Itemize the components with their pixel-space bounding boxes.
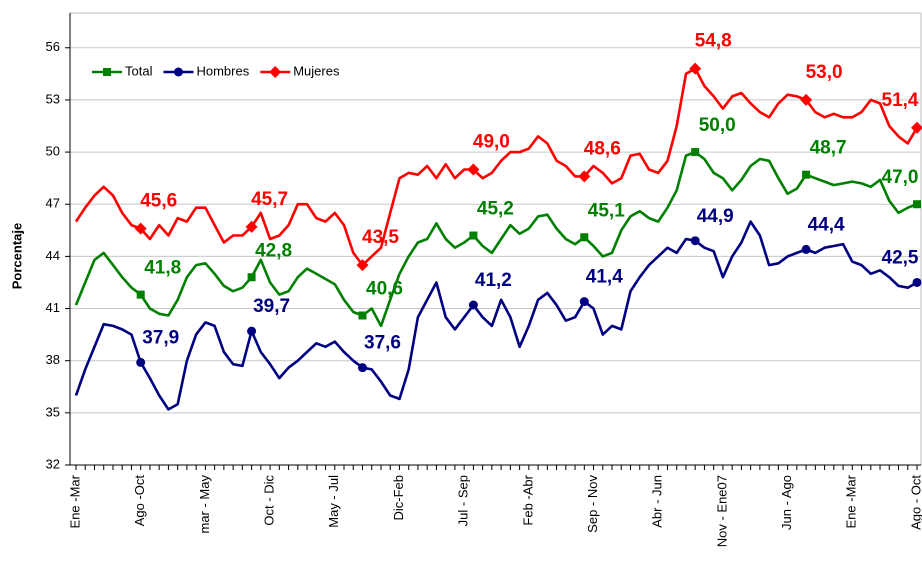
legend-item: Total: [92, 63, 153, 78]
series-line: [74, 67, 919, 267]
x-tick-label: Ago -Oct: [132, 475, 147, 527]
legend-label: Hombres: [196, 63, 249, 78]
marker: [269, 66, 282, 78]
data-label: 54,8: [695, 31, 732, 52]
marker: [173, 67, 183, 77]
data-label: 39,7: [253, 296, 290, 317]
y-tick-label: 56: [46, 39, 60, 54]
legend-label: Total: [125, 63, 153, 78]
marker: [136, 290, 145, 299]
data-label: 44,9: [697, 206, 734, 227]
x-tick-label: Jun - Ago: [779, 475, 794, 530]
marker: [136, 357, 146, 367]
data-label: 43,5: [362, 227, 399, 248]
marker: [801, 244, 811, 254]
marker: [802, 170, 811, 179]
marker: [467, 163, 480, 176]
marker: [247, 326, 257, 336]
data-label: 40,6: [366, 279, 403, 300]
data-label: 50,0: [699, 115, 736, 136]
legend-item: Hombres: [163, 63, 250, 78]
data-label: 37,9: [142, 327, 179, 348]
data-label: 41,2: [475, 270, 512, 291]
marker: [689, 62, 702, 75]
legend-label: Mujeres: [293, 63, 340, 78]
y-tick-label: 35: [46, 404, 60, 419]
y-axis-title: Porcentaje: [9, 223, 24, 289]
data-label: 49,0: [473, 131, 510, 152]
data-label: 44,4: [808, 214, 845, 235]
data-label: 42,5: [882, 247, 919, 268]
series-line: [74, 150, 918, 328]
series-line: [74, 220, 918, 411]
y-tick-label: 53: [46, 91, 60, 106]
marker: [580, 233, 589, 242]
x-tick-label: Oct - Dic: [262, 475, 277, 526]
marker: [357, 363, 367, 373]
data-label: 45,7: [251, 189, 288, 210]
x-tick-label: Ene -Mar: [67, 474, 82, 528]
y-tick-label: 47: [46, 196, 60, 211]
marker: [800, 93, 813, 106]
marker: [358, 311, 367, 320]
marker: [911, 121, 922, 134]
data-label: 45,1: [588, 200, 625, 221]
x-tick-label: Ago - Oct: [908, 475, 922, 530]
data-label: 37,6: [364, 333, 401, 354]
marker: [468, 300, 478, 310]
plot-area: [69, 12, 922, 466]
y-tick-label: 38: [46, 352, 60, 367]
marker: [579, 297, 589, 307]
y-tick-label: 50: [46, 144, 60, 159]
marker: [103, 68, 111, 76]
x-tick-label: mar - May: [197, 475, 212, 534]
data-label: 48,6: [584, 138, 621, 159]
x-tick-label: Sep - Nov: [585, 475, 600, 533]
y-tick-label: 32: [46, 456, 60, 471]
data-label: 45,6: [140, 191, 177, 212]
marker: [690, 236, 700, 246]
x-tick-label: Abr - Jun: [650, 475, 665, 528]
data-label: 51,4: [882, 90, 919, 111]
marker: [356, 259, 369, 272]
data-label: 41,8: [144, 258, 181, 279]
x-tick-label: Ene -Mar: [844, 474, 859, 528]
y-tick-label: 44: [46, 248, 60, 263]
x-tick-label: Nov - Ene07: [714, 475, 729, 547]
data-label: 47,0: [882, 167, 919, 188]
data-label: 42,8: [255, 240, 292, 261]
x-tick-label: Feb -Abr: [520, 474, 535, 525]
data-label: 41,4: [586, 267, 623, 288]
marker: [912, 277, 922, 287]
data-label: 45,2: [477, 199, 514, 220]
x-tick-label: Jul - Sep: [456, 475, 471, 526]
marker: [913, 200, 921, 209]
data-label: 53,0: [806, 62, 843, 83]
marker: [691, 148, 700, 157]
marker: [245, 220, 258, 233]
y-tick-label: 41: [46, 300, 60, 315]
marker: [469, 231, 478, 240]
marker: [134, 222, 147, 235]
x-tick-label: Dic-Feb: [391, 475, 406, 521]
marker: [247, 273, 256, 282]
legend-item: Mujeres: [260, 63, 340, 78]
data-label: 48,7: [810, 138, 847, 159]
marker: [578, 170, 591, 183]
x-tick-label: May - Jul: [326, 475, 341, 528]
